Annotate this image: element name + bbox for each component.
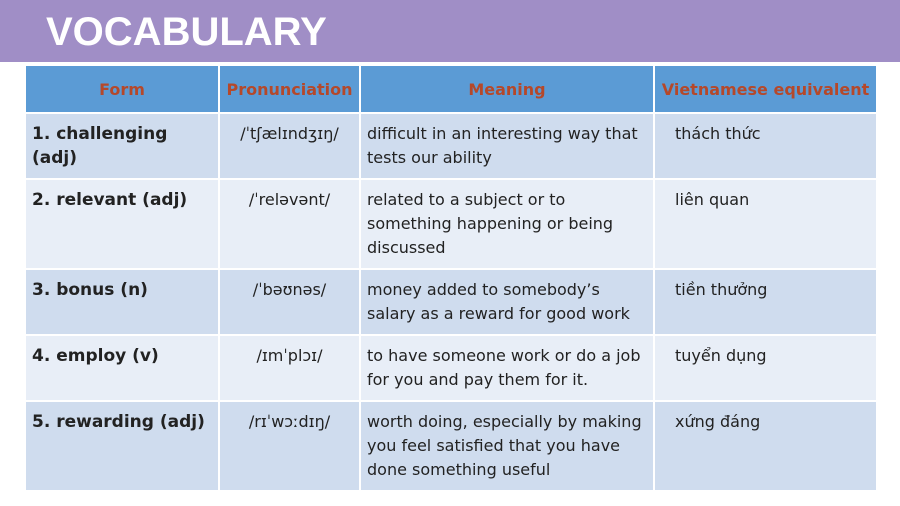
table-cell: 2. relevant (adj)	[24, 178, 220, 270]
table-row: 4. employ (v)/ɪmˈplɔɪ/to have someone wo…	[24, 334, 878, 402]
table-row: 1. challenging (adj)/ˈtʃælɪndʒɪŋ/difficu…	[24, 112, 878, 180]
table-cell: to have someone work or do a job for you…	[359, 334, 655, 402]
table-cell: tuyển dụng	[653, 334, 878, 402]
table-row: 2. relevant (adj)/ˈreləvənt/related to a…	[24, 178, 878, 270]
header-row: Form Pronunciation Meaning Vietnamese equiv…	[24, 64, 878, 114]
table-row: 5. rewarding (adj)/rɪˈwɔːdɪŋ/worth doing…	[24, 400, 878, 492]
title: VOCABULARY	[46, 10, 327, 54]
column-header: Meaning	[359, 64, 655, 114]
table-cell: 1. challenging (adj)	[24, 112, 220, 180]
table-cell: 3. bonus (n)	[24, 268, 220, 336]
table-cell: /rɪˈwɔːdɪŋ/	[218, 400, 361, 492]
column-header: Form	[24, 64, 220, 114]
table-cell: 5. rewarding (adj)	[24, 400, 220, 492]
table-cell: /ˈreləvənt/	[218, 178, 361, 270]
table-cell: 4. employ (v)	[24, 334, 220, 402]
table-cell: tiền thưởng	[653, 268, 878, 336]
table-cell: difficult in an interesting way that tes…	[359, 112, 655, 180]
header-bar	[0, 0, 900, 62]
table-cell: related to a subject or to something hap…	[359, 178, 655, 270]
table-cell: /ˈtʃælɪndʒɪŋ/	[218, 112, 361, 180]
table-cell: worth doing, especially by making you fe…	[359, 400, 655, 492]
table-cell: liên quan	[653, 178, 878, 270]
table-cell: /ɪmˈplɔɪ/	[218, 334, 361, 402]
table-cell: thách thức	[653, 112, 878, 180]
column-header: Vietnamese equivalent	[653, 64, 878, 114]
vocab-table: Form Pronunciation Meaning Vietnamese equiv…	[24, 64, 878, 492]
table-cell: money added to somebody’s salary as a re…	[359, 268, 655, 336]
column-header: Pronunciation	[218, 64, 361, 114]
table-cell: /ˈbəʊnəs/	[218, 268, 361, 336]
table-cell: xứng đáng	[653, 400, 878, 492]
table-body: 1. challenging (adj)/ˈtʃælɪndʒɪŋ/difficu…	[24, 112, 878, 492]
table-row: 3. bonus (n)/ˈbəʊnəs/money added to some…	[24, 268, 878, 336]
